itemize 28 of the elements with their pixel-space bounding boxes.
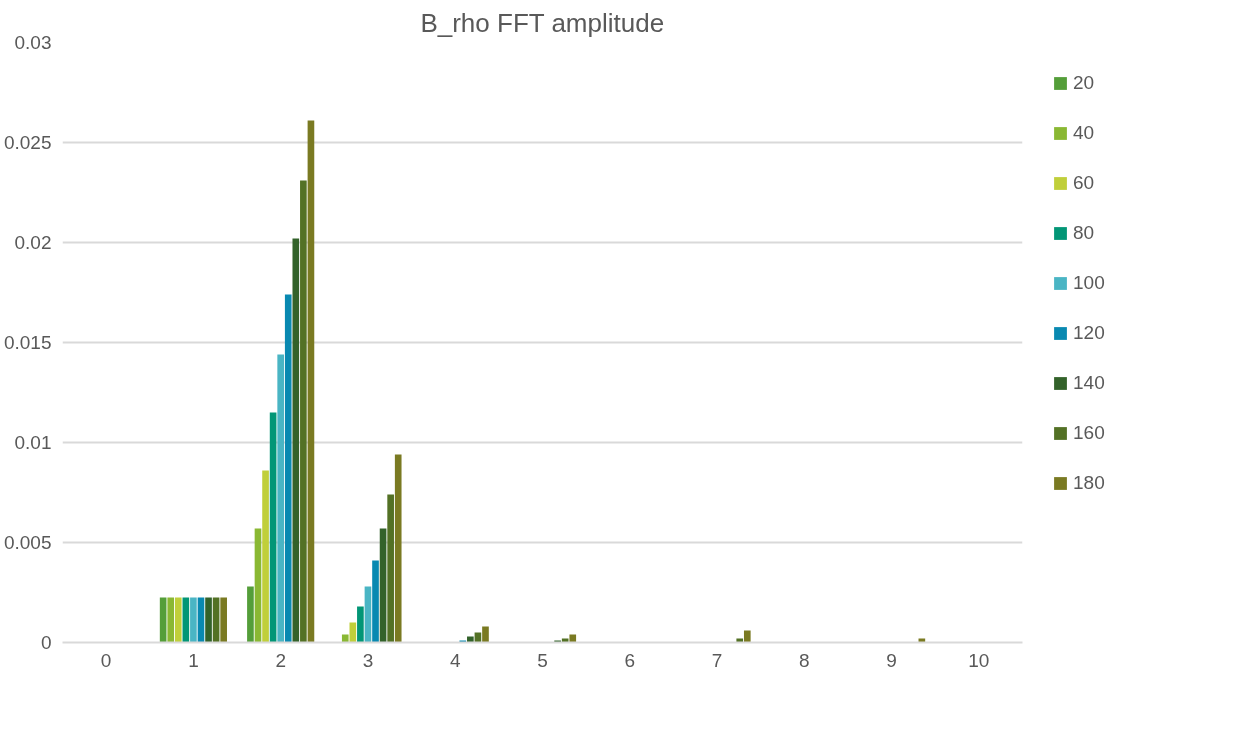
x-tick-label: 2: [275, 649, 286, 671]
x-tick-label: 5: [537, 649, 548, 671]
x-tick-label: 3: [362, 649, 374, 671]
legend-label: 140: [1073, 372, 1105, 394]
legend-label: 60: [1073, 172, 1095, 194]
legend-label: 80: [1073, 222, 1095, 244]
x-tick-label: 9: [886, 649, 897, 671]
legend-label: 20: [1073, 72, 1095, 94]
legend-label: 180: [1073, 472, 1105, 494]
x-tick-label: 8: [799, 649, 810, 671]
y-tick-label: 0.02: [14, 232, 52, 253]
legend-label: 40: [1073, 122, 1095, 144]
y-tick-label: 0.03: [14, 32, 52, 53]
legend-label: 120: [1073, 322, 1105, 344]
x-tick-label: 10: [968, 649, 990, 671]
x-tick-label: 6: [624, 649, 636, 671]
y-tick-label: 0.015: [3, 332, 52, 353]
x-tick-label: 7: [711, 649, 723, 671]
y-tick-label: 0.01: [14, 432, 52, 453]
y-tick-label: 0.025: [3, 132, 52, 153]
legend-label: 100: [1073, 272, 1105, 294]
x-tick-label: 4: [449, 649, 461, 671]
y-tick-label: 0: [40, 632, 52, 653]
x-tick-label: 0: [100, 649, 112, 671]
x-tick-label: 1: [188, 649, 199, 671]
chart-title: B_rho FFT amplitude: [420, 7, 665, 38]
legend-label: 160: [1073, 422, 1105, 444]
y-tick-label: 0.005: [3, 532, 52, 553]
